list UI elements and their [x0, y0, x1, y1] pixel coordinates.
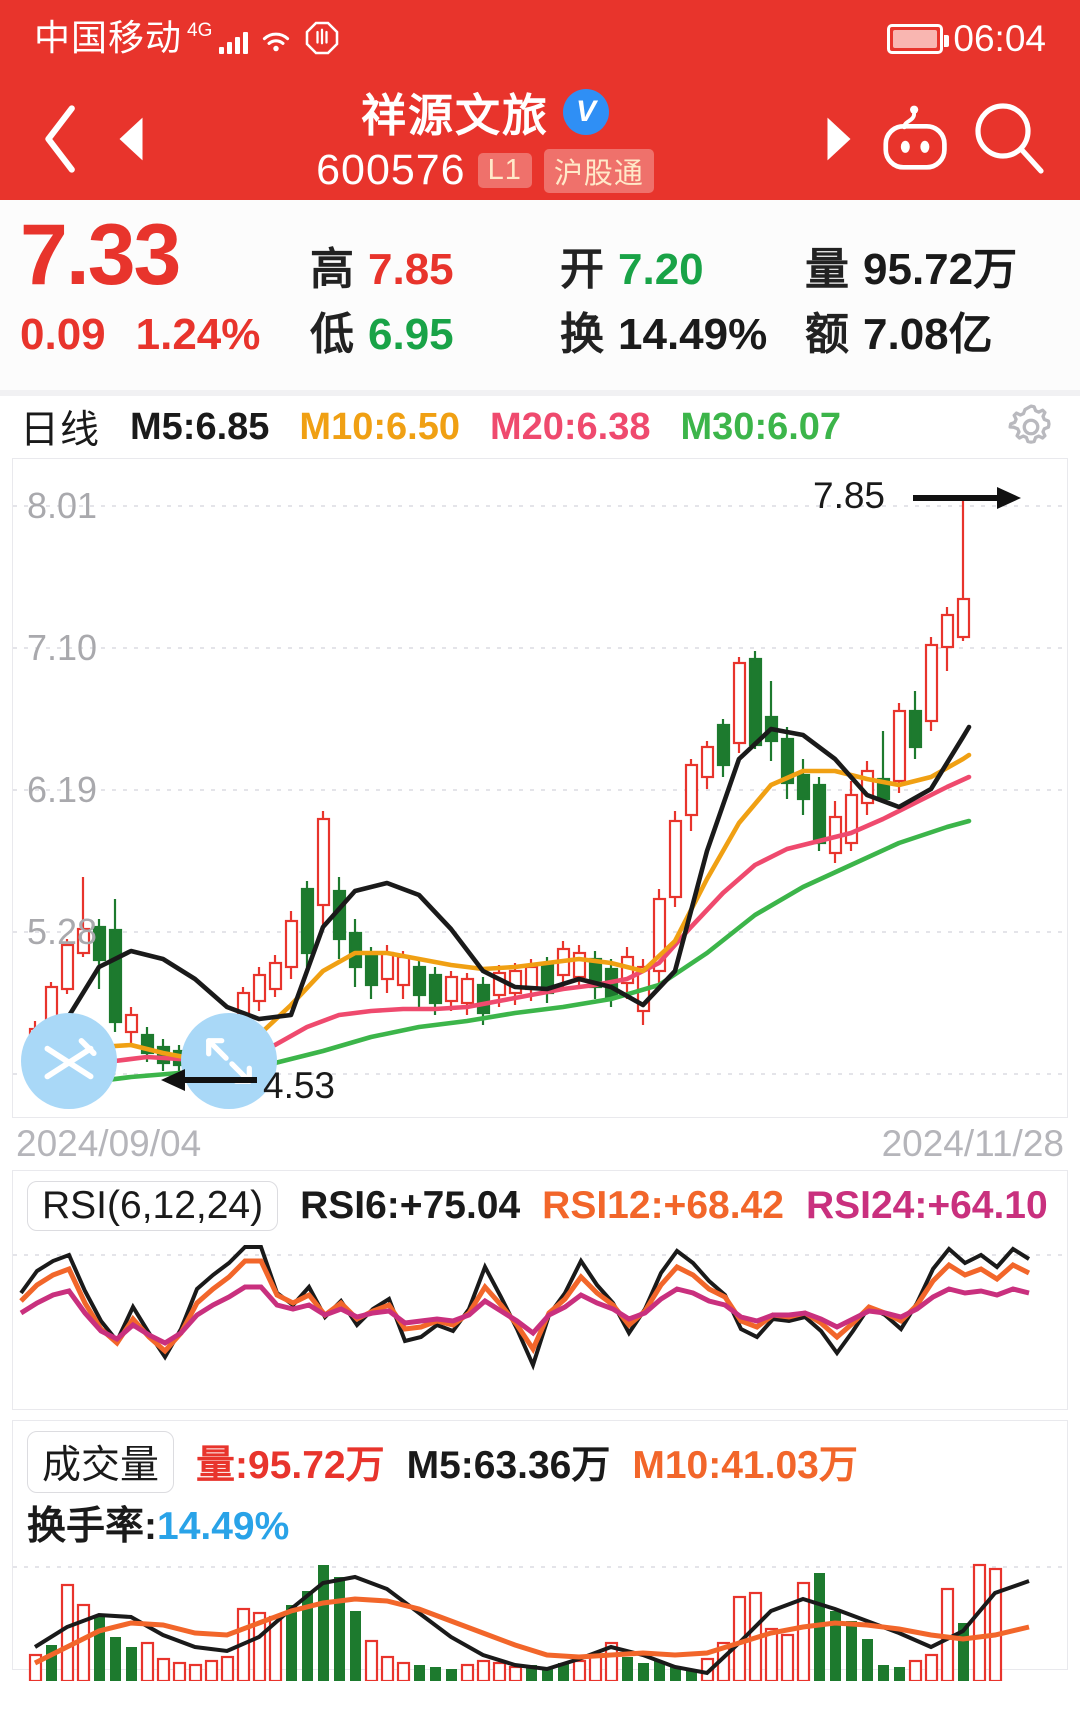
stock-title-block[interactable]: 祥源文旅 V 600576 L1 沪股通: [166, 79, 804, 195]
volume-ma10-label: M10:41.03万: [632, 1444, 858, 1487]
last-price-block: 7.33: [20, 212, 310, 298]
low-label: 低: [310, 310, 354, 359]
turnover-rate-value: 14.49%: [157, 1505, 290, 1548]
amount-label: 额: [805, 310, 849, 359]
high-value: 7.85: [368, 245, 454, 294]
ma-legend-bar[interactable]: 日线 M5:6.85 M10:6.50 M20:6.38 M30:6.07: [0, 396, 1080, 458]
rsi12-value: RSI12:+68.42: [542, 1184, 784, 1227]
candle-series: [28, 497, 971, 1075]
stock-code: 600576: [316, 146, 466, 194]
rsi-indicator-chip[interactable]: RSI(6,12,24): [27, 1181, 279, 1231]
volume-value: 95.72万: [863, 245, 1018, 294]
rsi-panel[interactable]: RSI(6,12,24) RSI6:+75.04 RSI12:+68.42 RS…: [12, 1170, 1068, 1410]
volume-panel[interactable]: 成交量 量:95.72万 M5:63.36万 M10:41.03万 换手率:14…: [12, 1420, 1068, 1681]
network-type-label: 4G: [187, 20, 213, 41]
volume-ma5-line: [33, 1574, 1030, 1676]
turnover-cell: 换 14.49%: [560, 298, 805, 362]
ma5-line: [32, 724, 972, 1070]
open-label: 开: [560, 245, 604, 294]
change-block: 0.09 1.24%: [20, 310, 310, 360]
rsi24-value: RSI24:+64.10: [805, 1184, 1048, 1227]
volume-ma5-label: M5:63.36万: [406, 1444, 611, 1487]
robot-icon[interactable]: [874, 99, 964, 179]
low-cell: 低 6.95: [310, 298, 560, 362]
wifi-icon: [255, 22, 297, 58]
stock-name-row: 祥源文旅 V: [361, 79, 609, 144]
turnover-value: 14.49%: [618, 310, 768, 359]
rsi-header: RSI(6,12,24) RSI6:+75.04 RSI12:+68.42 RS…: [13, 1171, 1067, 1231]
high-cell: 高 7.85: [310, 233, 560, 297]
turnover-rate-label: 换手率:: [27, 1505, 157, 1548]
arrow-left-icon: [161, 1063, 257, 1097]
ma10-legend: M10:6.50: [299, 405, 460, 448]
candlestick-canvas[interactable]: [13, 459, 1069, 1117]
ma10-line: [32, 752, 972, 1082]
period-high-label: 7.85: [813, 475, 886, 516]
ma5-legend: M5:6.85: [130, 405, 270, 448]
rsi24-line: [19, 1284, 1030, 1346]
high-label: 高: [310, 245, 354, 294]
ma30-line: [32, 818, 972, 1092]
date-end: 2024/11/28: [881, 1123, 1064, 1164]
open-cell: 开 7.20: [560, 233, 805, 297]
ma30-legend: M30:6.07: [680, 405, 842, 448]
nav-bar: 祥源文旅 V 600576 L1 沪股通: [0, 78, 1080, 200]
volume-indicator-chip[interactable]: 成交量: [27, 1431, 175, 1493]
rsi6-line: [19, 1245, 1031, 1371]
volume-label: 量: [805, 245, 849, 294]
section-divider: [0, 390, 1080, 396]
change-value: 0.09: [20, 310, 106, 359]
tag-connect: 沪股通: [543, 148, 654, 193]
amount-value: 7.08亿: [863, 310, 993, 359]
arrow-right-icon: [913, 481, 1021, 515]
gear-icon[interactable]: [1002, 398, 1060, 456]
verified-badge-icon: V: [563, 88, 609, 135]
signal-bars-icon: [219, 32, 249, 58]
period-low-label: 4.53: [263, 1065, 336, 1106]
do-not-disturb-icon: [304, 20, 340, 58]
status-bar-left: 中国移动 4G: [34, 20, 340, 58]
quote-row-1: 7.33 高 7.85 开 7.20 量 95.72万: [20, 212, 1060, 298]
carrier-label: 中国移动: [34, 17, 183, 58]
change-percent: 1.24%: [135, 310, 261, 359]
quote-row-2: 0.09 1.24% 低 6.95 换 14.49% 额 7.08亿: [20, 298, 1060, 384]
rsi-canvas[interactable]: [13, 1233, 1067, 1401]
clock-label: 06:04: [953, 18, 1046, 59]
amount-cell: 额 7.08亿: [805, 298, 1060, 362]
date-range-row: 2024/09/04 2024/11/28: [0, 1118, 1080, 1170]
volume-header: 成交量 量:95.72万 M5:63.36万 M10:41.03万: [13, 1421, 1067, 1493]
main-candlestick-chart[interactable]: 8.01 7.10 6.19 5.28 4.37 7.85 4.53: [12, 458, 1069, 1118]
open-value: 7.20: [618, 245, 704, 294]
volume-canvas[interactable]: [13, 1551, 1067, 1681]
quote-panel[interactable]: 7.33 高 7.85 开 7.20 量 95.72万 0.09 1.24% 低…: [0, 200, 1080, 390]
low-value: 6.95: [368, 310, 454, 359]
status-bar-right: 06:04: [887, 18, 1046, 60]
turnover-row: 换手率:14.49%: [13, 1493, 1067, 1551]
rsi6-value: RSI6:+75.04: [300, 1184, 521, 1227]
stock-code-row: 600576 L1 沪股通: [316, 146, 654, 195]
volume-ma10-line: [33, 1596, 1030, 1666]
volume-value-label: 量:95.72万: [196, 1444, 385, 1487]
back-button[interactable]: [26, 103, 96, 175]
status-bar: 中国移动 4G 06:04: [0, 0, 1080, 78]
last-price: 7.33: [20, 207, 181, 303]
volume-cell: 量 95.72万: [805, 233, 1060, 297]
previous-stock-button[interactable]: [96, 116, 166, 162]
battery-icon: [887, 24, 950, 54]
period-label[interactable]: 日线: [20, 409, 101, 452]
ma20-legend: M20:6.38: [489, 405, 651, 448]
turnover-label: 换: [560, 310, 604, 359]
grid-lines: [13, 505, 1069, 1075]
next-stock-button[interactable]: [804, 116, 874, 162]
date-start: 2024/09/04: [16, 1123, 202, 1164]
search-icon[interactable]: [964, 99, 1054, 179]
stock-name: 祥源文旅: [360, 90, 549, 141]
crosshair-icon[interactable]: [21, 1013, 117, 1109]
tag-level: L1: [477, 153, 532, 188]
